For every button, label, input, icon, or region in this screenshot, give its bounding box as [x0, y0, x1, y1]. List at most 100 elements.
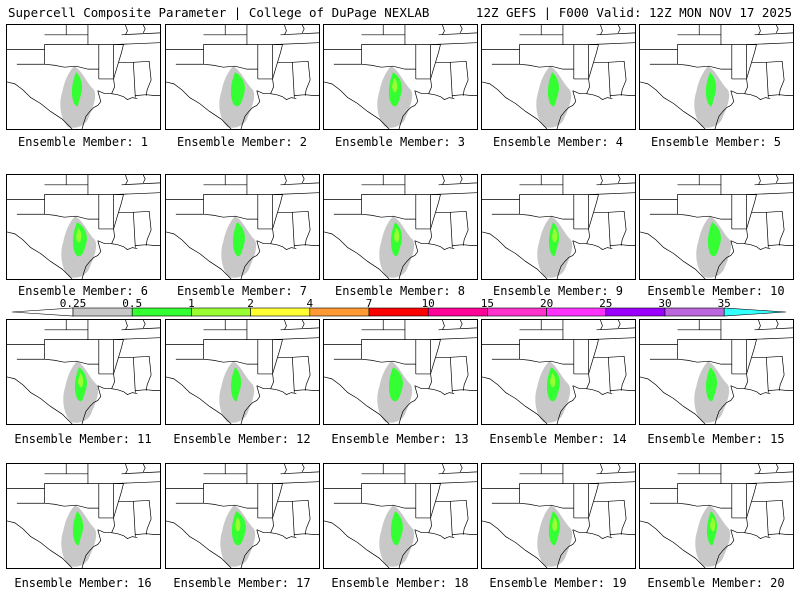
- state-boundary: [415, 517, 455, 539]
- state-boundary: [415, 44, 431, 79]
- state-boundary: [135, 244, 160, 246]
- state-boundary: [113, 337, 160, 340]
- state-boundary: [442, 320, 445, 330]
- state-boundary: [593, 211, 611, 248]
- state-boundary: [588, 339, 599, 375]
- state-boundary: [415, 339, 431, 374]
- state-boundary: [775, 175, 779, 184]
- scp-map: [482, 464, 635, 568]
- state-boundary: [142, 464, 146, 473]
- state-boundary: [44, 344, 99, 365]
- state-boundary: [608, 60, 627, 96]
- state-boundary: [746, 194, 757, 230]
- state-boundary: [608, 210, 627, 246]
- ensemble-panel: [639, 463, 794, 569]
- ensemble-panel: [165, 174, 320, 280]
- state-boundary: [450, 210, 469, 246]
- state-boundary: [442, 25, 445, 35]
- colorbar-tick-label: 0.25: [59, 297, 87, 310]
- state-boundary: [766, 499, 785, 535]
- state-boundary: [98, 373, 138, 395]
- scp-area-mid: [72, 511, 84, 546]
- state-boundary: [203, 49, 258, 70]
- state-boundary: [166, 81, 232, 129]
- ensemble-panel: [6, 174, 161, 280]
- state-boundary: [519, 488, 574, 509]
- state-boundary: [292, 355, 311, 391]
- state-boundary: [459, 464, 463, 473]
- state-boundary: [166, 520, 232, 568]
- scp-area-mid: [230, 367, 242, 402]
- scp-map: [640, 464, 793, 568]
- colorbar-bin: [427, 307, 488, 317]
- state-boundary: [277, 500, 295, 537]
- state-boundary: [257, 78, 297, 100]
- state-boundary: [294, 94, 319, 96]
- state-boundary: [280, 32, 319, 36]
- state-boundary: [573, 44, 589, 79]
- colorbar-tick-label: 0.5: [122, 297, 143, 310]
- state-boundary: [751, 356, 769, 393]
- state-boundary: [588, 483, 599, 519]
- scp-area-high: [76, 227, 82, 243]
- scp-map: [166, 320, 319, 424]
- state-boundary: [97, 529, 112, 534]
- product-title: Supercell Composite Parameter | College …: [8, 5, 430, 20]
- state-boundary: [593, 356, 611, 393]
- state-boundary: [414, 529, 429, 534]
- state-boundary: [133, 210, 152, 246]
- state-boundary: [142, 320, 146, 329]
- state-boundary: [324, 520, 390, 568]
- state-boundary: [256, 240, 271, 245]
- state-boundary: [608, 499, 627, 535]
- state-boundary: [98, 228, 138, 250]
- state-boundary: [588, 337, 635, 340]
- colorbar-tick-label: 4: [306, 297, 314, 310]
- state-boundary: [257, 228, 297, 250]
- state-boundary: [44, 199, 99, 220]
- state-boundary: [746, 192, 793, 195]
- state-boundary: [731, 483, 747, 518]
- state-boundary: [482, 483, 575, 518]
- state-boundary: [324, 231, 390, 279]
- state-boundary: [113, 481, 160, 484]
- scp-map: [7, 25, 160, 129]
- scp-area-high: [552, 516, 558, 532]
- state-boundary: [768, 244, 793, 246]
- state-boundary: [754, 182, 793, 186]
- state-boundary: [730, 90, 745, 95]
- ensemble-panel: [481, 174, 636, 280]
- state-boundary: [415, 78, 455, 100]
- scp-area-mid: [705, 367, 718, 402]
- colorbar-tick-label: 15: [480, 297, 495, 310]
- state-boundary: [600, 320, 603, 330]
- state-boundary: [573, 517, 613, 539]
- state-boundary: [640, 81, 706, 129]
- scp-area-mid: [230, 72, 245, 107]
- state-boundary: [746, 42, 793, 45]
- state-boundary: [775, 320, 779, 329]
- state-boundary: [292, 210, 311, 246]
- scp-area-high: [78, 372, 84, 388]
- state-boundary: [731, 44, 747, 79]
- colorbar-tick-label: 10: [421, 297, 435, 310]
- state-boundary: [482, 520, 548, 568]
- state-boundary: [121, 327, 160, 331]
- header: Supercell Composite Parameter | College …: [0, 0, 800, 22]
- ensemble-panel: [481, 24, 636, 130]
- state-boundary: [459, 175, 463, 184]
- state-boundary: [398, 90, 419, 129]
- state-boundary: [257, 194, 273, 229]
- state-boundary: [450, 355, 469, 391]
- state-boundary: [746, 337, 793, 340]
- state-boundary: [758, 320, 761, 330]
- ensemble-panel: [323, 463, 478, 569]
- state-boundary: [588, 194, 599, 230]
- state-boundary: [166, 44, 259, 79]
- state-boundary: [7, 376, 73, 424]
- state-boundary: [730, 240, 745, 245]
- ensemble-panel: [165, 319, 320, 425]
- state-boundary: [272, 337, 319, 340]
- state-boundary: [398, 529, 419, 568]
- state-boundary: [257, 44, 273, 79]
